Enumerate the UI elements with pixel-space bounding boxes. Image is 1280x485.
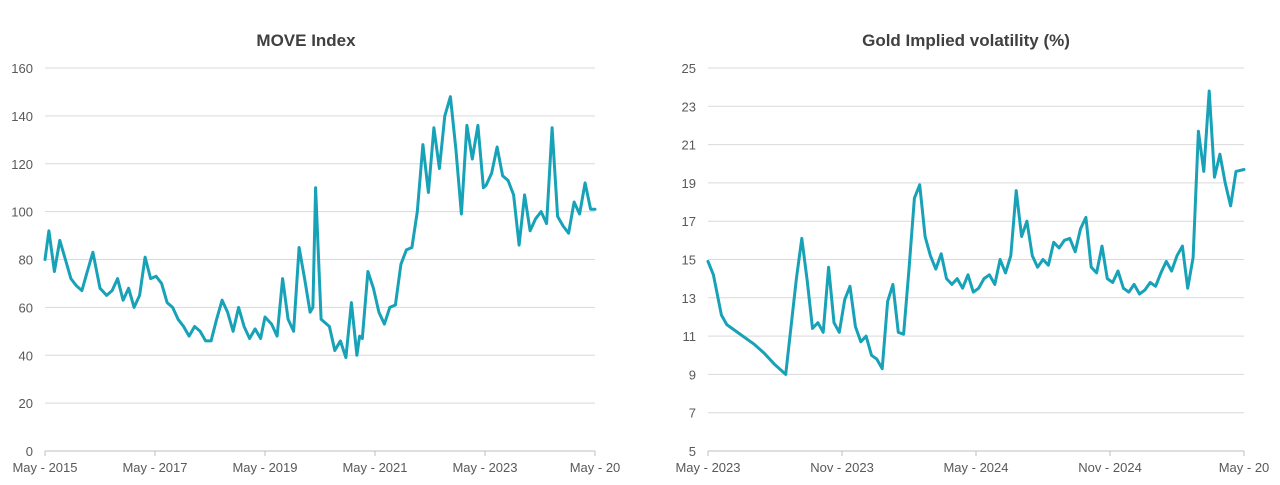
move-index-chart: MOVE Index 0 20 40 60 80 100 120 140 160 May - 2… bbox=[11, 31, 620, 475]
move-index-series-line bbox=[43, 95, 597, 360]
y-axis-ticks: 0 20 40 60 80 100 120 140 160 bbox=[11, 61, 33, 459]
y-axis-ticks: 5 7 9 11 13 15 17 19 21 23 25 bbox=[682, 61, 696, 459]
x-tick-label: May - 2017 bbox=[122, 460, 187, 475]
y-tick-label: 60 bbox=[19, 300, 33, 315]
gold-implied-volatility-chart: Gold Implied volatility (%) 5 7 9 11 13 15 17 1… bbox=[675, 31, 1269, 475]
y-tick-label: 15 bbox=[682, 253, 696, 268]
x-tick-label: Nov - 2023 bbox=[810, 460, 874, 475]
x-tick-label: May - 2021 bbox=[342, 460, 407, 475]
y-tick-label: 140 bbox=[11, 109, 33, 124]
x-axis-ticks: May - 2023 Nov - 2023 May - 2024 Nov - 2024… bbox=[675, 451, 1269, 475]
y-tick-label: 9 bbox=[689, 367, 696, 382]
y-tick-label: 160 bbox=[11, 61, 33, 76]
x-tick-label: May - 20 bbox=[570, 460, 621, 475]
y-tick-label: 25 bbox=[682, 61, 696, 76]
move-index-chart-panel: MOVE Index 0 20 40 60 80 100 120 140 160 May - 2… bbox=[11, 31, 620, 475]
x-tick-label: May - 2024 bbox=[943, 460, 1008, 475]
x-axis-ticks: May - 2015 May - 2017 May - 2019 May - 2021… bbox=[12, 451, 620, 475]
y-tick-label: 0 bbox=[26, 444, 33, 459]
y-tick-label: 13 bbox=[682, 291, 696, 306]
y-tick-label: 120 bbox=[11, 157, 33, 172]
x-tick-label: May - 2023 bbox=[452, 460, 517, 475]
x-tick-label: May - 2015 bbox=[12, 460, 77, 475]
y-tick-label: 23 bbox=[682, 99, 696, 114]
y-tick-label: 11 bbox=[683, 329, 697, 344]
x-tick-label: May - 20 bbox=[1219, 460, 1270, 475]
y-tick-label: 19 bbox=[682, 176, 696, 191]
y-tick-label: 7 bbox=[689, 406, 696, 421]
x-tick-label: May - 2023 bbox=[675, 460, 740, 475]
x-tick-label: May - 2019 bbox=[232, 460, 297, 475]
chart-title: Gold Implied volatility (%) bbox=[862, 31, 1070, 50]
gold-vol-chart-panel: Gold Implied volatility (%) 5 7 9 11 13 15 17 1… bbox=[640, 0, 1280, 485]
y-tick-label: 40 bbox=[19, 348, 33, 363]
y-tick-label: 5 bbox=[689, 444, 696, 459]
y-tick-label: 100 bbox=[11, 205, 33, 220]
y-tick-label: 17 bbox=[682, 214, 696, 229]
y-tick-label: 20 bbox=[19, 396, 33, 411]
gold-vol-series-line bbox=[706, 89, 1246, 376]
y-tick-label: 21 bbox=[682, 138, 696, 153]
grid-lines bbox=[708, 67, 1244, 452]
x-tick-label: Nov - 2024 bbox=[1078, 460, 1142, 475]
y-tick-label: 80 bbox=[19, 253, 33, 268]
chart-title: MOVE Index bbox=[256, 31, 356, 50]
